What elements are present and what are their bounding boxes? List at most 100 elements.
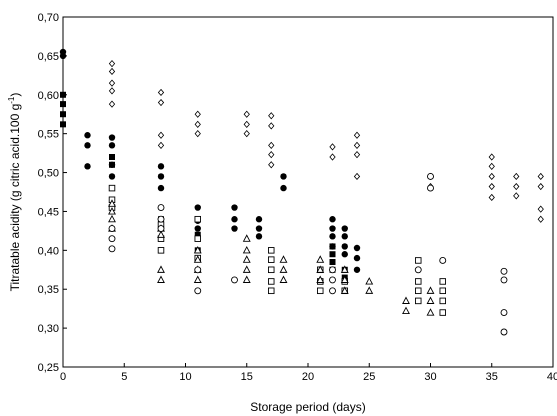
data-point-open-square [108,184,116,192]
data-point-open-triangle [316,275,325,283]
y-axis-title-main: Titratable acidity (g citric acid.100 g [8,104,22,292]
data-point-open-square [268,278,275,285]
data-point-open-diamond [268,141,275,149]
data-point-filled-circle [108,142,116,149]
data-point-open-square [439,287,447,295]
data-point-open-diamond [537,205,544,213]
data-point-open-diamond [194,130,201,138]
data-point-open-diamond [537,182,544,191]
data-point-filled-circle [59,52,67,60]
data-point-open-diamond [353,151,361,159]
data-point-open-circle [500,309,508,317]
data-point-open-diamond [243,130,250,138]
data-point-open-diamond [329,143,336,151]
data-point-open-diamond [243,120,250,128]
data-point-open-diamond [268,122,275,130]
data-point-open-circle [157,204,165,212]
data-point-open-diamond [243,110,250,118]
data-point-open-diamond [353,131,361,139]
data-point-filled-square [194,231,201,238]
data-point-open-diamond [108,87,116,95]
data-points [59,48,544,336]
data-point-filled-circle [84,163,91,170]
data-point-filled-circle [231,216,238,223]
x-tick-label: 10 [179,371,191,383]
data-point-open-circle [108,235,116,243]
data-point-open-triangle [157,230,165,238]
data-point-filled-circle [108,161,116,168]
y-tick-label: 0,25 [38,362,59,374]
data-point-open-triangle [157,265,165,273]
data-point-filled-circle [341,243,348,250]
data-point-open-circle [414,266,422,274]
x-tick-label: 0 [60,371,66,383]
data-point-open-circle [439,256,447,264]
data-point-filled-square [60,91,66,98]
data-point-filled-circle [157,173,165,180]
data-point-open-square [268,287,275,295]
data-point-open-diamond [537,172,544,181]
plot-area [62,16,554,368]
data-point-open-triangle [426,296,435,304]
data-point-open-square [268,266,275,274]
data-point-open-square [268,256,275,263]
data-point-open-triangle [340,286,349,294]
data-point-open-triangle [340,275,349,283]
data-point-filled-circle [353,244,361,252]
data-point-open-triangle [242,265,251,273]
data-point-filled-circle [341,225,348,232]
data-point-open-square [415,287,422,295]
data-point-open-triangle [279,255,288,263]
x-axis-title: Storage period (days) [250,400,365,414]
data-point-filled-circle [280,173,287,180]
data-point-open-triangle [365,277,374,285]
data-point-open-diamond [157,88,165,97]
data-point-open-diamond [488,162,495,170]
data-point-filled-circle [329,216,336,223]
data-point-open-circle [231,276,238,284]
data-point-open-circle [329,276,336,284]
data-point-open-square [415,257,422,264]
data-point-open-circle [108,225,116,233]
data-point-filled-circle [341,251,348,258]
data-point-open-triangle [426,308,435,316]
data-point-open-circle [157,225,165,233]
data-point-filled-circle [255,216,263,223]
data-point-filled-square [329,259,336,265]
data-point-open-triangle [193,245,202,254]
data-point-filled-circle [157,184,165,192]
data-point-open-diamond [108,67,116,76]
y-tick-label: 0,45 [38,206,59,218]
x-tick-label: 5 [121,371,127,383]
data-point-filled-circle [108,134,116,141]
data-point-open-triangle [193,275,202,283]
data-point-filled-circle [341,233,348,240]
data-point-open-triangle [316,255,325,263]
data-point-open-diamond [108,79,116,87]
data-point-open-triangle [108,199,116,207]
data-point-open-circle [427,172,434,180]
data-point-open-diamond [157,98,165,107]
data-point-filled-circle [84,132,91,139]
data-point-open-square [317,287,324,295]
data-point-filled-circle [255,233,263,240]
data-point-open-triangle [340,265,349,273]
data-point-open-diamond [108,60,116,68]
y-axis-title-close: ) [8,93,22,97]
y-tick-label: 0,60 [38,90,59,102]
data-point-open-diamond [513,182,520,191]
data-point-filled-circle [353,266,361,273]
data-point-open-square [439,309,447,316]
data-point-open-diamond [353,141,361,149]
data-point-filled-circle [108,173,116,180]
data-point-open-square [194,215,201,223]
data-point-open-triangle [279,265,288,273]
y-tick-label: 0,50 [38,168,59,180]
data-point-open-triangle [426,286,435,294]
data-point-filled-circle [84,142,91,149]
data-point-open-triangle [242,275,251,283]
y-axis-title-superscript: -1 [7,96,16,104]
data-point-open-triangle [365,286,374,294]
data-point-open-triangle [242,245,251,254]
data-point-open-triangle [157,275,165,283]
